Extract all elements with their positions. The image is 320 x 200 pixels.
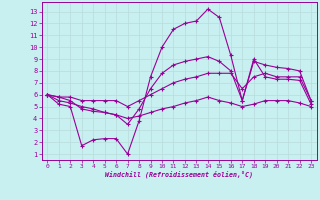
X-axis label: Windchill (Refroidissement éolien,°C): Windchill (Refroidissement éolien,°C): [105, 171, 253, 178]
